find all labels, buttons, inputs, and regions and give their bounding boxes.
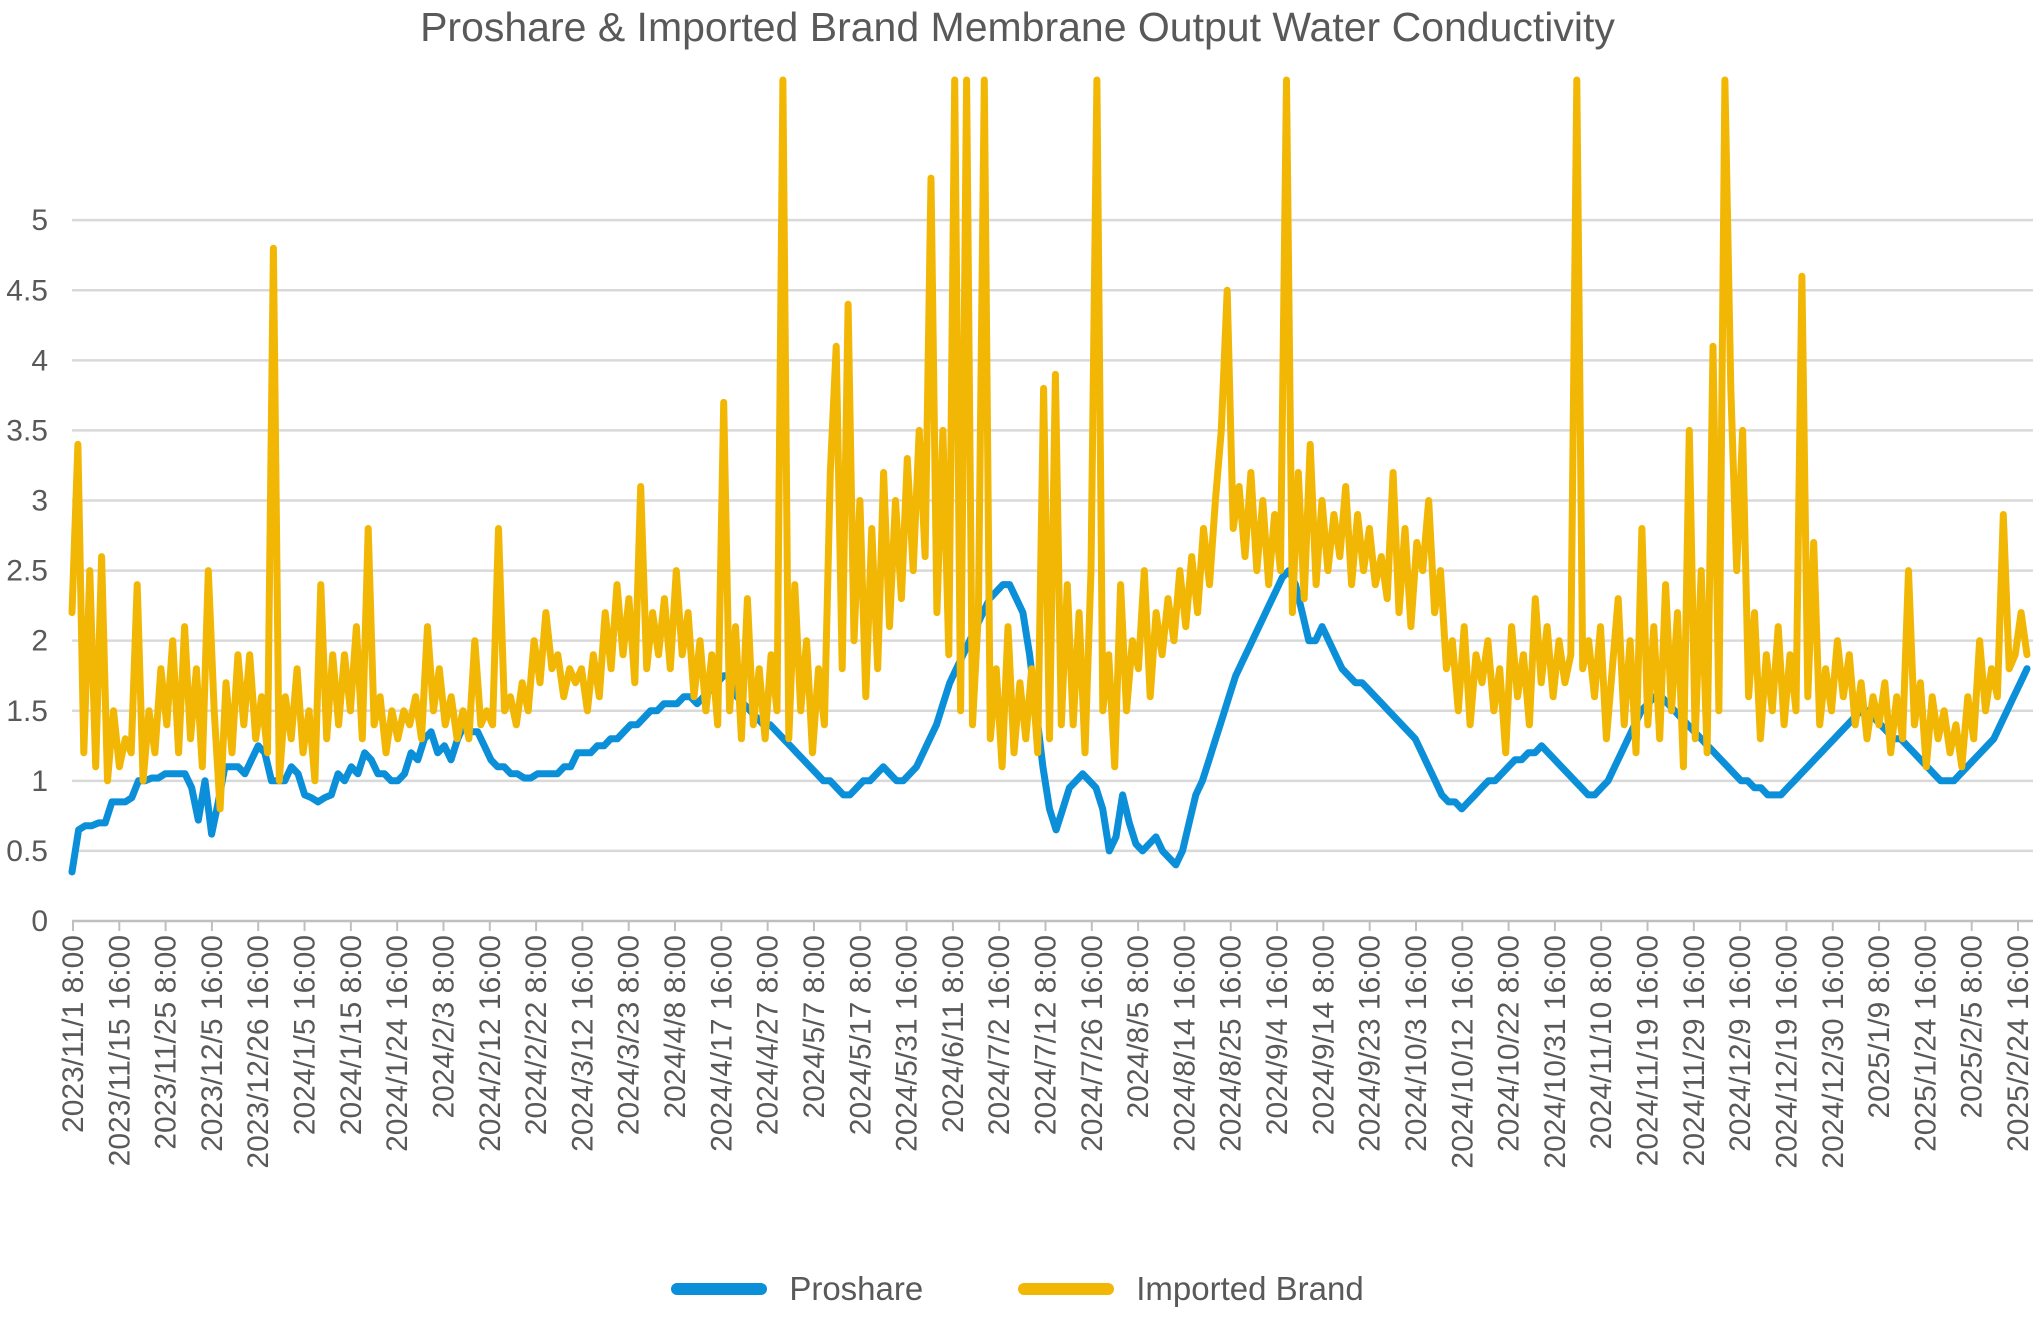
- x-tick-label: 2025/1/24 16:00: [1909, 935, 1942, 1152]
- x-axis: 2023/11/1 8:00 2023/11/15 16:00 2023/11/25…: [57, 921, 2035, 1169]
- chart-title: Proshare & Imported Brand Membrane Outpu…: [420, 4, 1615, 50]
- x-tick-label: 2025/2/24 16:00: [2002, 935, 2035, 1152]
- x-tick-label: 2024/11/10 8:00: [1585, 935, 1618, 1150]
- y-tick-label: 1: [31, 765, 48, 798]
- series-layer: [68, 76, 2031, 876]
- x-tick-label: 2024/3/12 16:00: [566, 935, 599, 1152]
- y-tick-label: 4.5: [6, 274, 48, 307]
- x-tick-label: 2024/10/12 16:00: [1446, 935, 1479, 1169]
- legend-label-imported-brand: Imported Brand: [1136, 1270, 1364, 1307]
- x-tick-label: 2024/5/7 8:00: [798, 935, 831, 1119]
- x-tick-label: 2024/7/26 16:00: [1076, 935, 1109, 1152]
- x-tick-label: 2024/11/29 16:00: [1678, 935, 1711, 1166]
- x-tick-label: 2023/12/26 16:00: [242, 935, 275, 1169]
- x-tick-label: 2024/5/17 8:00: [844, 935, 877, 1135]
- x-tick-label: 2024/9/14 8:00: [1307, 935, 1340, 1135]
- series-line-imported-brand: [68, 76, 2031, 813]
- x-tick-label: 2024/6/11 8:00: [937, 935, 970, 1133]
- y-tick-label: 3.5: [6, 414, 48, 447]
- x-tick-label: 2024/7/12 8:00: [1030, 935, 1063, 1135]
- y-tick-label: 3: [31, 485, 48, 518]
- x-tick-label: 2024/12/19 16:00: [1770, 935, 1803, 1169]
- y-tick-label: 2.5: [6, 555, 48, 588]
- y-tick-label: 0: [31, 905, 48, 938]
- x-tick-label: 2024/1/24 16:00: [381, 935, 414, 1152]
- y-tick-label: 2: [31, 625, 48, 658]
- x-tick-label: 2025/1/9 8:00: [1863, 935, 1896, 1119]
- series-line-proshare: [68, 567, 2031, 876]
- x-tick-label: 2024/4/8 8:00: [659, 935, 692, 1119]
- x-tick-label: 2024/5/31 16:00: [891, 935, 924, 1152]
- x-tick-label: 2024/1/5 16:00: [289, 935, 322, 1135]
- x-tick-label: 2024/4/27 8:00: [752, 935, 785, 1135]
- y-tick-label: 1.5: [6, 695, 48, 728]
- x-tick-label: 2024/8/5 8:00: [1122, 935, 1155, 1119]
- y-tick-label: 4: [31, 344, 48, 377]
- x-tick-label: 2024/2/3 8:00: [427, 935, 460, 1119]
- y-tick-label: 5: [31, 204, 48, 237]
- x-tick-label: 2024/10/31 16:00: [1539, 935, 1572, 1169]
- x-tick-label: 2024/12/9 16:00: [1724, 935, 1757, 1152]
- x-tick-label: 2024/3/23 8:00: [613, 935, 646, 1135]
- x-tick-label: 2024/11/19 16:00: [1632, 935, 1665, 1166]
- y-axis: 0 0.5 1 1.5 2 2.5 3 3.5 4 4.5 5: [6, 204, 48, 938]
- x-tick-label: 2024/8/14 16:00: [1168, 935, 1201, 1152]
- x-tick-label: 2024/10/22 8:00: [1493, 935, 1526, 1152]
- legend-label-proshare: Proshare: [789, 1270, 924, 1307]
- x-tick-label: 2023/11/1 8:00: [57, 935, 90, 1133]
- x-tick-label: 2024/4/17 16:00: [705, 935, 738, 1152]
- x-tick-label: 2024/9/4 16:00: [1261, 935, 1294, 1135]
- legend-swatch-proshare: [671, 1283, 768, 1295]
- legend-item-proshare[interactable]: Proshare: [671, 1270, 923, 1308]
- x-tick-label: 2024/9/23 16:00: [1354, 935, 1387, 1152]
- x-tick-label: 2024/10/3 16:00: [1400, 935, 1433, 1152]
- x-tick-label: 2024/12/30 16:00: [1817, 935, 1850, 1169]
- y-tick-label: 0.5: [6, 835, 48, 868]
- x-tick-label: 2024/2/12 16:00: [474, 935, 507, 1152]
- x-tick-label: 2024/7/2 16:00: [983, 935, 1016, 1135]
- x-tick-label: 2025/2/5 8:00: [1956, 935, 1989, 1119]
- legend: Proshare Imported Brand: [0, 1270, 2035, 1308]
- legend-item-imported-brand[interactable]: Imported Brand: [1018, 1270, 1364, 1308]
- x-tick-label: 2024/2/22 8:00: [520, 935, 553, 1135]
- x-tick-label: 2023/12/5 16:00: [196, 935, 229, 1152]
- x-tick-label: 2024/1/15 8:00: [335, 935, 368, 1135]
- x-tick-label: 2023/11/25 8:00: [150, 935, 183, 1150]
- legend-swatch-imported-brand: [1018, 1283, 1115, 1295]
- x-tick-label: 2024/8/25 16:00: [1215, 935, 1248, 1152]
- x-tick-label: 2023/11/15 16:00: [103, 935, 136, 1166]
